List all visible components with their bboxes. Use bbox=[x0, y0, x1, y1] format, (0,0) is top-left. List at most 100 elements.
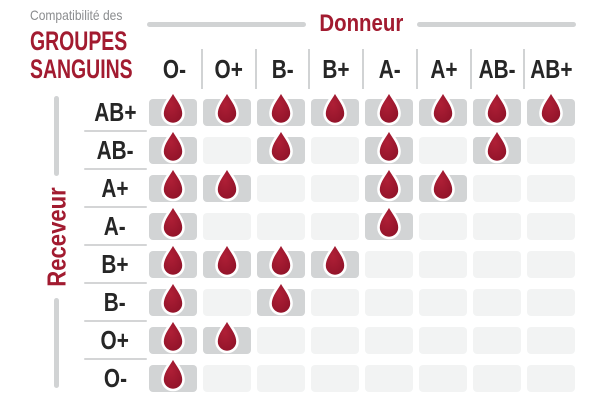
donor-col-header-AB+: AB+ bbox=[525, 49, 578, 89]
receiver-row-label-text: A- bbox=[104, 210, 126, 241]
receiver-row-label-text: O- bbox=[103, 362, 127, 393]
blood-drop-icon bbox=[269, 89, 293, 125]
blood-drop-icon bbox=[215, 165, 239, 201]
donor-col-header-label: A- bbox=[378, 53, 401, 84]
cell-B--from-A+-empty bbox=[419, 288, 467, 316]
receiver-row-B+: B+ bbox=[84, 241, 578, 283]
cell-A--from-A+-empty bbox=[419, 212, 467, 240]
blood-drop-icon bbox=[215, 317, 239, 353]
blood-drop-icon bbox=[377, 203, 401, 239]
title-line1: GROUPES bbox=[30, 27, 173, 55]
blood-drop-icon bbox=[161, 203, 185, 239]
compatibility-grid: AB+ AB- A+ A- B+ B- O+ O- bbox=[84, 89, 578, 397]
cell-O+-from-B+-empty bbox=[311, 326, 359, 354]
receiver-row-label: B+ bbox=[84, 249, 146, 280]
blood-drop-icon bbox=[377, 127, 401, 163]
cell-AB+-from-A+-compatible bbox=[419, 89, 467, 126]
cell-AB--from-AB+-empty bbox=[527, 136, 575, 164]
receiver-row-label: A- bbox=[84, 211, 146, 242]
donor-col-header-label: AB+ bbox=[530, 53, 573, 84]
cell-A--from-O--compatible bbox=[149, 203, 197, 240]
cell-AB+-from-O--compatible bbox=[149, 89, 197, 126]
blood-drop-icon bbox=[431, 165, 455, 201]
blood-drop-icon bbox=[215, 89, 239, 125]
cell-AB+-from-A--compatible bbox=[365, 89, 413, 126]
row-cells bbox=[146, 241, 575, 278]
row-cells bbox=[146, 317, 575, 354]
cell-A--from-B+-empty bbox=[311, 212, 359, 240]
donor-col-header-label: B+ bbox=[322, 53, 350, 84]
blood-drop-icon bbox=[431, 89, 455, 125]
receiver-row-label-text: B+ bbox=[101, 248, 129, 279]
chart-title: Compatibilité des GROUPES SANGUINS bbox=[30, 8, 173, 83]
row-separator bbox=[84, 282, 147, 284]
donor-col-header-O+: O+ bbox=[203, 49, 257, 89]
row-separator bbox=[84, 244, 147, 246]
receiver-row-B-: B- bbox=[84, 279, 578, 321]
donor-col-header-A+: A+ bbox=[418, 49, 472, 89]
title-line2: SANGUINS bbox=[30, 55, 173, 83]
receiver-row-label: AB- bbox=[84, 135, 146, 166]
cell-B+-from-A--empty bbox=[365, 250, 413, 278]
donor-col-header-B+: B+ bbox=[310, 49, 364, 89]
blood-drop-icon bbox=[215, 241, 239, 277]
blood-drop-icon bbox=[161, 89, 185, 125]
receiver-row-label-text: A+ bbox=[101, 172, 129, 203]
cell-B--from-O+-empty bbox=[203, 288, 251, 316]
row-separator bbox=[84, 130, 147, 132]
cell-AB--from-A--compatible bbox=[365, 127, 413, 164]
blood-drop-icon bbox=[269, 241, 293, 277]
cell-B+-from-AB+-empty bbox=[527, 250, 575, 278]
cell-A+-from-A+-compatible bbox=[419, 165, 467, 202]
blood-drop-icon bbox=[377, 165, 401, 201]
cell-O+-from-O+-compatible bbox=[203, 317, 251, 354]
donor-col-header-AB-: AB- bbox=[472, 49, 526, 89]
donor-col-header-label: O+ bbox=[214, 53, 243, 84]
receiver-row-AB+: AB+ bbox=[84, 89, 578, 131]
cell-A+-from-O--compatible bbox=[149, 165, 197, 202]
receiver-row-label: O+ bbox=[84, 325, 146, 356]
cell-A--from-A--compatible bbox=[365, 203, 413, 240]
cell-A+-from-O+-compatible bbox=[203, 165, 251, 202]
cell-O+-from-AB+-empty bbox=[527, 326, 575, 354]
donor-col-header-B-: B- bbox=[257, 49, 311, 89]
row-separator bbox=[84, 206, 147, 208]
blood-drop-icon bbox=[161, 241, 185, 277]
cell-O+-from-A--empty bbox=[365, 326, 413, 354]
title-eyebrow: Compatibilité des bbox=[30, 8, 173, 22]
row-separator bbox=[84, 168, 147, 170]
cell-A--from-B--empty bbox=[257, 212, 305, 240]
donor-col-header-label: A+ bbox=[430, 53, 458, 84]
cell-B--from-AB--empty bbox=[473, 288, 521, 316]
cell-A--from-AB+-empty bbox=[527, 212, 575, 240]
receiver-row-label: A+ bbox=[84, 173, 146, 204]
row-cells bbox=[146, 165, 575, 202]
receiver-axis-label: Receveur bbox=[41, 187, 72, 287]
cell-A+-from-AB+-empty bbox=[527, 174, 575, 202]
cell-A+-from-A--compatible bbox=[365, 165, 413, 202]
blood-drop-icon bbox=[323, 241, 347, 277]
cell-B--from-AB+-empty bbox=[527, 288, 575, 316]
receiver-row-O+: O+ bbox=[84, 317, 578, 359]
cell-B--from-B--compatible bbox=[257, 279, 305, 316]
cell-AB--from-B--compatible bbox=[257, 127, 305, 164]
receiver-row-label-text: AB+ bbox=[93, 96, 137, 127]
receiver-row-label-text: B- bbox=[104, 286, 126, 317]
receiver-row-label: O- bbox=[84, 363, 146, 394]
receiver-row-A-: A- bbox=[84, 203, 578, 245]
donor-col-header-label: B- bbox=[271, 53, 294, 84]
receiver-row-label: AB+ bbox=[84, 97, 146, 128]
cell-AB--from-AB--compatible bbox=[473, 127, 521, 164]
cell-B+-from-B--compatible bbox=[257, 241, 305, 278]
blood-drop-icon bbox=[269, 279, 293, 315]
blood-drop-icon bbox=[323, 89, 347, 125]
cell-AB--from-O+-empty bbox=[203, 136, 251, 164]
cell-A+-from-B--empty bbox=[257, 174, 305, 202]
row-separator bbox=[84, 358, 147, 360]
cell-O--from-B+-empty bbox=[311, 364, 359, 392]
cell-O--from-O+-empty bbox=[203, 364, 251, 392]
cell-AB--from-A+-empty bbox=[419, 136, 467, 164]
blood-drop-icon bbox=[269, 127, 293, 163]
cell-B+-from-O--compatible bbox=[149, 241, 197, 278]
